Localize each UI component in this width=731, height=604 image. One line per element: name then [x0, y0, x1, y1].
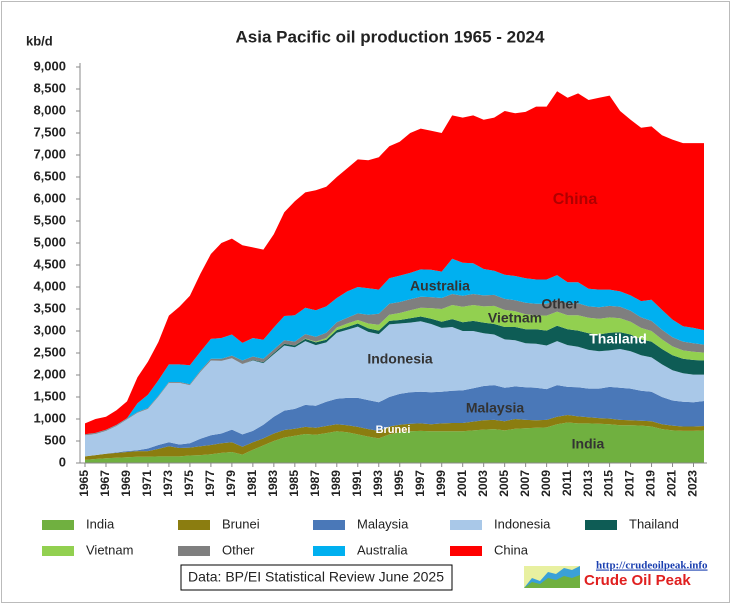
- legend-label: India: [86, 516, 115, 531]
- y-tick-label: 3,500: [33, 300, 66, 315]
- legend-swatch: [450, 520, 482, 530]
- area-label: Other: [541, 296, 579, 312]
- area-label: Brunei: [376, 424, 411, 436]
- x-tick-label: 1985: [287, 470, 301, 497]
- legend-label: China: [494, 542, 529, 557]
- x-tick-label: 1991: [350, 470, 364, 497]
- x-tick-label: 1997: [413, 470, 427, 497]
- y-tick-label: 5,500: [33, 212, 66, 227]
- x-tick-label: 1993: [371, 470, 385, 497]
- legend-swatch: [313, 520, 345, 530]
- logo-url: http://crudeoilpeak.info: [596, 560, 708, 572]
- x-tick-label: 2001: [455, 470, 469, 497]
- x-tick-label: 1995: [392, 470, 406, 497]
- y-tick-label: 500: [44, 432, 66, 447]
- x-tick-label: 2013: [581, 470, 595, 497]
- y-tick-label: 2,000: [33, 366, 66, 381]
- x-tick-label: 1983: [266, 470, 280, 497]
- y-tick-label: 0: [59, 454, 66, 469]
- x-tick-label: 2019: [644, 470, 658, 497]
- area: [85, 91, 704, 435]
- x-tick-label: 2017: [623, 470, 637, 497]
- area: [85, 415, 704, 460]
- x-tick-label: 1999: [434, 470, 448, 497]
- x-tick-label: 2015: [602, 470, 616, 497]
- source-box: [180, 564, 453, 591]
- y-tick-label: 1,500: [33, 388, 66, 403]
- logo-title: Crude Oil Peak: [584, 572, 691, 589]
- area-label: Australia: [410, 278, 470, 294]
- area: [85, 422, 704, 463]
- x-tick-label: 1981: [245, 470, 259, 497]
- legend-label: Australia: [357, 542, 408, 557]
- area-label: India: [572, 436, 605, 452]
- y-tick-label: 1,000: [33, 410, 66, 425]
- legend-swatch: [178, 546, 210, 556]
- y-tick-label: 8,000: [33, 102, 66, 117]
- legend-swatch: [313, 546, 345, 556]
- x-tick-label: 2021: [665, 470, 679, 497]
- x-tick-label: 2009: [539, 470, 553, 497]
- legend-swatch: [42, 546, 74, 556]
- area: [85, 258, 704, 435]
- area: [85, 385, 704, 457]
- y-tick-label: 8,500: [33, 80, 66, 95]
- x-tick-label: 2007: [518, 470, 532, 497]
- legend-swatch: [178, 520, 210, 530]
- x-tick-label: 1989: [329, 470, 343, 497]
- legend-label: Malaysia: [357, 516, 409, 531]
- y-tick-label: 3,000: [33, 322, 66, 337]
- y-tick-label: 7,000: [33, 146, 66, 161]
- x-tick-label: 1979: [224, 470, 238, 497]
- x-tick-label: 2003: [476, 470, 490, 497]
- area-label: China: [553, 191, 598, 208]
- x-tick-label: 1987: [308, 470, 322, 497]
- area-label: Vietnam: [488, 310, 542, 326]
- y-tick-label: 2,500: [33, 344, 66, 359]
- y-tick-label: 7,500: [33, 124, 66, 139]
- x-tick-label: 1977: [203, 470, 217, 497]
- x-tick-label: 1975: [182, 470, 196, 497]
- legend-label: Brunei: [222, 516, 260, 531]
- x-tick-label: 1967: [98, 470, 112, 497]
- y-tick-label: 5,000: [33, 234, 66, 249]
- x-tick-label: 2011: [560, 470, 574, 496]
- y-axis-label: kb/d: [26, 33, 53, 48]
- legend-swatch: [450, 546, 482, 556]
- x-tick-label: 2023: [686, 470, 700, 497]
- x-tick-label: 1965: [77, 470, 91, 497]
- area: [85, 321, 704, 457]
- area-label: Indonesia: [367, 351, 433, 367]
- legend-label: Thailand: [629, 516, 679, 531]
- legend-label: Vietnam: [86, 542, 133, 557]
- area-label: Thailand: [589, 331, 647, 347]
- logo-graphic: [524, 566, 580, 588]
- x-tick-label: 1973: [161, 470, 175, 497]
- chart-title: Asia Pacific oil production 1965 - 2024: [236, 27, 545, 46]
- x-tick-label: 1971: [140, 470, 154, 497]
- x-tick-label: 2005: [497, 470, 511, 497]
- x-tick-label: 1969: [119, 470, 133, 497]
- y-tick-label: 6,500: [33, 168, 66, 183]
- y-tick-label: 4,500: [33, 256, 66, 271]
- legend-swatch: [585, 520, 617, 530]
- y-tick-label: 4,000: [33, 278, 66, 293]
- legend-label: Other: [222, 542, 255, 557]
- y-tick-label: 6,000: [33, 190, 66, 205]
- area-label: Malaysia: [466, 400, 525, 416]
- legend-label: Indonesia: [494, 516, 551, 531]
- source-text: Data: BP/EI Statistical Review June 2025: [188, 569, 444, 585]
- legend-swatch: [42, 520, 74, 530]
- y-tick-label: 9,000: [33, 58, 66, 73]
